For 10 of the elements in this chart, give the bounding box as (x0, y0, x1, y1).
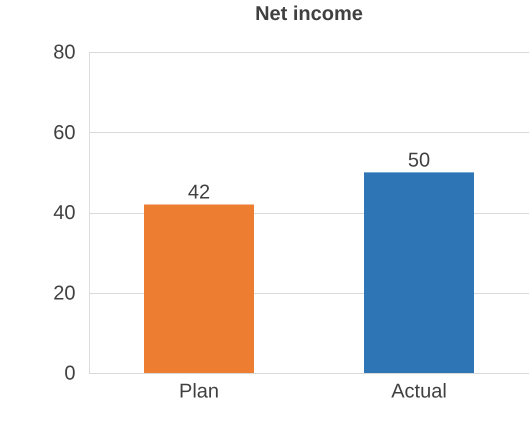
data-label: 42 (188, 181, 210, 204)
y-tick-label: 20 (53, 282, 76, 304)
y-tick-label: 60 (53, 122, 76, 144)
data-label: 50 (408, 149, 430, 172)
y-tick-label: 80 (53, 42, 76, 64)
y-tick-label: 0 (64, 362, 76, 384)
chart-title: Net income (255, 3, 363, 25)
x-tick-label: Plan (178, 380, 220, 402)
x-tick-label: Actual (391, 380, 447, 402)
y-tick-label: 40 (53, 202, 76, 224)
